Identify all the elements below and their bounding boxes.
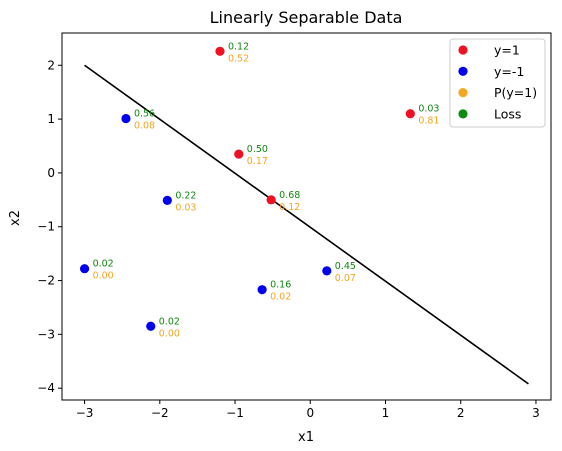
x-axis-label: x1 [298, 430, 314, 445]
y-tick-label: −1 [37, 220, 55, 234]
legend-label: y=-1 [494, 64, 524, 79]
loss-label: 0.02 [159, 316, 180, 327]
loss-label: 0.16 [270, 280, 291, 291]
legend-marker [458, 45, 468, 55]
x-tick-label: 2 [457, 406, 465, 420]
loss-label: 0.02 [93, 259, 114, 270]
loss-label: 0.68 [279, 190, 300, 201]
y-tick-label: 2 [47, 58, 55, 72]
data-point [266, 195, 276, 205]
x-tick-label: −2 [151, 406, 169, 420]
loss-label: 0.45 [335, 261, 356, 272]
probability-label: 0.07 [335, 273, 356, 284]
legend-marker [458, 88, 468, 98]
probability-label: 0.00 [93, 271, 114, 282]
loss-label: 0.50 [247, 144, 268, 155]
y-tick-label: −4 [37, 381, 55, 395]
plot-area: 0.120.520.030.810.500.170.680.120.560.08… [37, 32, 552, 420]
probability-label: 0.08 [134, 121, 155, 132]
probability-label: 0.17 [247, 156, 268, 167]
plot-frame [61, 32, 552, 401]
loss-label: 0.22 [175, 190, 196, 201]
y-tick-label: −3 [37, 327, 55, 341]
data-point [162, 195, 172, 205]
legend-label: y=1 [494, 43, 520, 58]
decision-boundary-line [84, 64, 529, 385]
data-point [79, 264, 90, 274]
y-tick-label: −2 [37, 274, 55, 288]
legend-box [449, 38, 546, 128]
probability-label: 0.12 [279, 202, 300, 213]
probability-label: 0.52 [228, 53, 249, 64]
x-tick-label: 3 [532, 406, 540, 420]
loss-label: 0.56 [134, 109, 155, 120]
x-tick-label: −1 [226, 406, 244, 420]
data-point [322, 266, 332, 276]
data-point [146, 321, 156, 331]
probability-label: 0.00 [159, 328, 180, 339]
data-point [215, 46, 225, 56]
x-tick-label: 0 [306, 406, 314, 420]
legend: y=1 y=-1 P(y=1) Loss [449, 38, 546, 128]
data-point [405, 109, 415, 119]
x-tick-label: −3 [76, 406, 94, 420]
legend-label: P(y=1) [494, 85, 537, 100]
legend-marker [458, 109, 468, 119]
loss-label: 0.03 [418, 104, 439, 115]
data-point [234, 149, 244, 159]
y-axis-label: x2 [8, 210, 23, 226]
y-tick-label: 1 [47, 112, 55, 126]
chart-title: Linearly Separable Data [210, 8, 403, 27]
data-point [121, 113, 131, 124]
data-point [257, 285, 267, 295]
probability-label: 0.81 [418, 116, 439, 127]
legend-label: Loss [494, 106, 521, 121]
loss-label: 0.12 [228, 41, 249, 52]
probability-label: 0.03 [175, 202, 196, 213]
legend-marker [458, 66, 468, 76]
probability-label: 0.02 [270, 292, 291, 303]
y-tick-label: 0 [47, 166, 55, 180]
x-tick-label: 1 [382, 406, 390, 420]
